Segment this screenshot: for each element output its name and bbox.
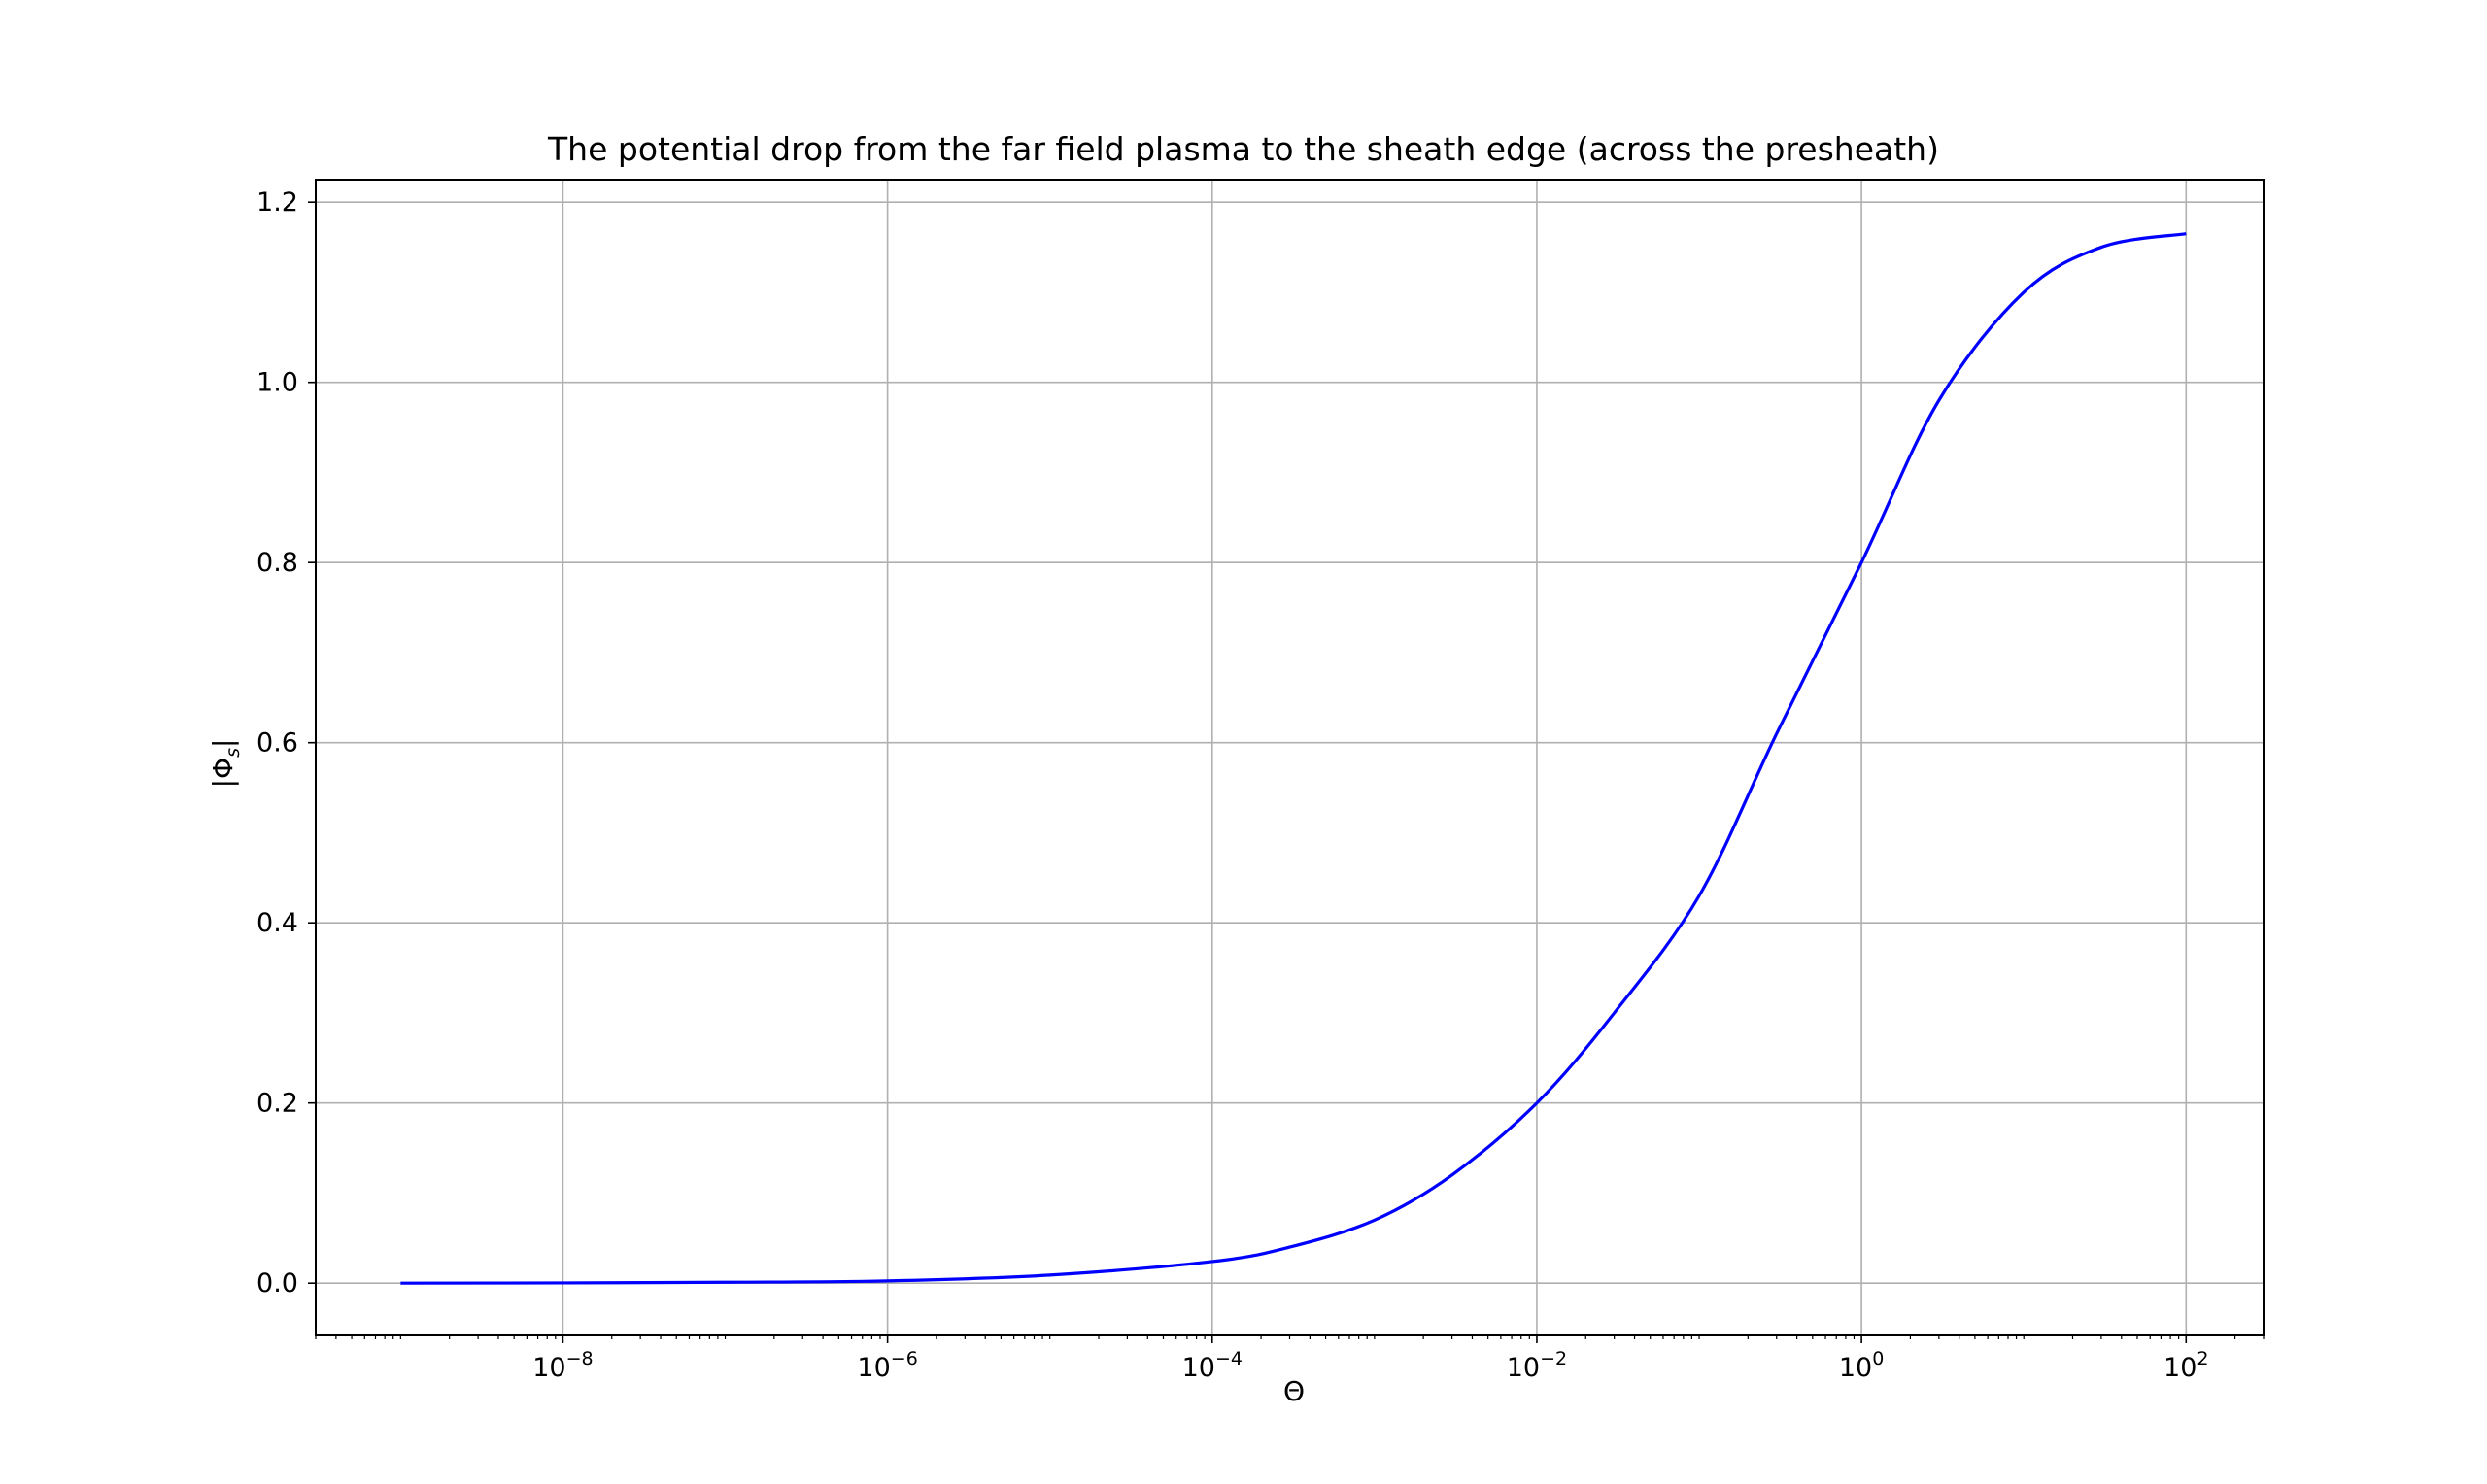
x-tick-label-4: 100 bbox=[1839, 1348, 1884, 1383]
x-tick-label-2: 10−4 bbox=[1182, 1348, 1243, 1383]
x-tick-label-3: 10−2 bbox=[1507, 1348, 1567, 1383]
y-tick-label-3: 0.6 bbox=[256, 728, 298, 759]
y-tick-label-4: 0.8 bbox=[256, 548, 298, 578]
y-tick-label-6: 1.2 bbox=[256, 187, 298, 218]
chart-title: The potential drop from the far field pl… bbox=[548, 130, 1939, 168]
y-tick-label-0: 0.0 bbox=[256, 1268, 298, 1298]
x-tick-label-5: 102 bbox=[2163, 1348, 2208, 1383]
y-axis-label: |Φs| bbox=[207, 738, 244, 789]
plot-frame bbox=[315, 179, 2265, 1336]
series-line-0 bbox=[400, 232, 2187, 1285]
y-tick-label-2: 0.4 bbox=[256, 908, 298, 938]
x-axis-label: Θ bbox=[1282, 1375, 1306, 1407]
x-tick-label-0: 10−8 bbox=[532, 1348, 593, 1383]
x-tick-label-1: 10−6 bbox=[857, 1348, 917, 1383]
y-tick-label-5: 1.0 bbox=[256, 368, 298, 398]
y-tick-label-1: 0.2 bbox=[256, 1089, 298, 1119]
